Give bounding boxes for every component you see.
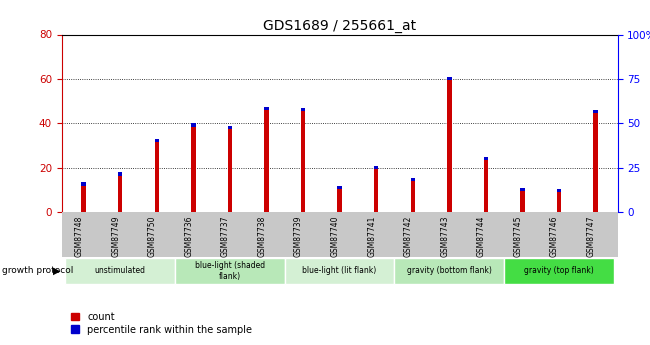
Text: ▶: ▶ — [53, 266, 61, 276]
Bar — [374, 166, 378, 212]
Bar — [484, 157, 488, 212]
Bar — [374, 166, 378, 169]
Bar — [411, 178, 415, 181]
Bar — [337, 186, 342, 212]
FancyBboxPatch shape — [285, 258, 395, 284]
Bar — [118, 172, 122, 212]
Text: GSM87740: GSM87740 — [331, 216, 339, 257]
FancyBboxPatch shape — [504, 258, 614, 284]
Bar — [520, 188, 525, 212]
Bar — [557, 189, 561, 192]
Bar — [118, 172, 122, 176]
Text: GSM87749: GSM87749 — [111, 216, 120, 257]
Bar — [265, 107, 268, 212]
Text: GSM87746: GSM87746 — [550, 216, 559, 257]
Bar — [301, 108, 305, 212]
Text: gravity (top flank): gravity (top flank) — [524, 266, 594, 275]
Bar — [520, 188, 525, 191]
Bar — [447, 77, 452, 80]
Text: blue-light (lit flank): blue-light (lit flank) — [302, 266, 377, 275]
Bar — [227, 126, 232, 212]
Text: GSM87739: GSM87739 — [294, 216, 303, 257]
Bar — [155, 139, 159, 212]
Bar — [191, 124, 196, 212]
Bar — [593, 110, 598, 114]
Bar — [484, 157, 488, 160]
Bar — [337, 186, 342, 189]
Bar — [593, 110, 598, 212]
Text: GSM87748: GSM87748 — [75, 216, 84, 257]
Text: GSM87744: GSM87744 — [477, 216, 486, 257]
FancyBboxPatch shape — [66, 258, 175, 284]
Text: gravity (bottom flank): gravity (bottom flank) — [407, 266, 492, 275]
Title: GDS1689 / 255661_at: GDS1689 / 255661_at — [263, 19, 416, 33]
FancyBboxPatch shape — [175, 258, 285, 284]
Bar — [81, 182, 86, 186]
Text: growth protocol: growth protocol — [2, 266, 73, 275]
Text: GSM87736: GSM87736 — [185, 216, 194, 257]
Text: unstimulated: unstimulated — [95, 266, 146, 275]
Bar — [191, 124, 196, 127]
Text: GSM87742: GSM87742 — [404, 216, 413, 257]
Text: GSM87745: GSM87745 — [514, 216, 523, 257]
Text: GSM87741: GSM87741 — [367, 216, 376, 257]
Bar — [301, 108, 305, 111]
Text: blue-light (shaded
flank): blue-light (shaded flank) — [195, 261, 265, 280]
Text: GSM87743: GSM87743 — [440, 216, 449, 257]
Bar — [557, 189, 561, 212]
Text: GSM87750: GSM87750 — [148, 216, 157, 257]
FancyBboxPatch shape — [395, 258, 504, 284]
Text: GSM87747: GSM87747 — [586, 216, 595, 257]
Bar — [447, 77, 452, 212]
Bar — [227, 126, 232, 129]
Bar — [81, 182, 86, 212]
Text: GSM87737: GSM87737 — [221, 216, 230, 257]
Bar — [265, 107, 268, 110]
Bar — [155, 139, 159, 142]
Text: GSM87738: GSM87738 — [257, 216, 266, 257]
Legend: count, percentile rank within the sample: count, percentile rank within the sample — [66, 308, 256, 338]
Bar — [411, 178, 415, 212]
